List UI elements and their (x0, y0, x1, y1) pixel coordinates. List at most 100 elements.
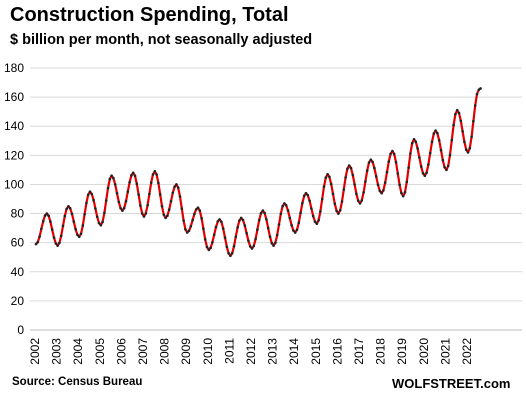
data-point (155, 173, 158, 176)
data-point (324, 176, 328, 179)
data-point (346, 167, 349, 170)
data-point (277, 223, 281, 226)
data-point (243, 224, 247, 227)
data-point (232, 245, 236, 248)
data-point (445, 168, 448, 172)
data-point (268, 235, 272, 239)
data-point (443, 166, 446, 169)
data-point (76, 233, 79, 237)
data-point (454, 112, 457, 116)
data-point (58, 241, 61, 245)
data-point (167, 208, 171, 211)
data-point (315, 222, 319, 225)
data-point (374, 175, 378, 178)
data-point (338, 209, 342, 212)
data-point (198, 209, 202, 212)
data-point (225, 245, 229, 248)
data-point (36, 240, 40, 244)
data-point (77, 235, 81, 239)
data-point (376, 183, 380, 187)
data-point (227, 252, 230, 255)
data-point (230, 251, 234, 255)
data-point (241, 218, 245, 222)
data-point (337, 212, 340, 215)
data-point (301, 201, 304, 205)
data-point (398, 183, 401, 187)
data-point (329, 182, 333, 186)
data-point (81, 224, 85, 227)
data-point (223, 236, 227, 239)
data-point (221, 227, 225, 230)
x-tick-label: 2016 (330, 338, 344, 365)
data-point (256, 228, 259, 231)
data-point (65, 207, 68, 211)
x-tick-label: 2022 (460, 338, 474, 365)
data-point (52, 236, 56, 239)
data-point (427, 163, 430, 166)
data-point (50, 228, 54, 231)
data-point (189, 225, 193, 228)
data-point (257, 218, 261, 222)
data-point (403, 191, 407, 194)
data-point (171, 191, 175, 195)
data-point (292, 229, 295, 232)
data-point (106, 186, 110, 190)
brand-logo-text: WOLFSTREET.com (392, 376, 511, 391)
x-tick-label: 2005 (93, 338, 107, 365)
data-point (245, 231, 248, 235)
data-point (202, 227, 205, 231)
data-point (124, 199, 128, 203)
data-point (389, 152, 392, 156)
data-point (248, 245, 252, 248)
data-point (265, 218, 268, 221)
data-point (414, 140, 418, 144)
data-point (423, 174, 427, 177)
data-point (272, 244, 275, 247)
data-point (211, 241, 214, 244)
data-point (347, 164, 351, 167)
data-point (306, 193, 310, 197)
data-point (418, 156, 421, 159)
data-point (74, 227, 77, 231)
series-line (35, 87, 482, 257)
data-point (464, 148, 468, 151)
data-point (157, 181, 160, 185)
data-point (158, 193, 162, 196)
data-point (310, 207, 313, 210)
data-point (452, 123, 455, 127)
x-tick-label: 2003 (50, 338, 64, 365)
data-point (441, 158, 445, 162)
data-point (362, 191, 365, 194)
data-point (43, 214, 47, 217)
data-point (61, 224, 65, 228)
data-point (153, 170, 157, 173)
data-point (139, 204, 142, 207)
data-point (236, 226, 239, 229)
y-tick-label: 20 (11, 294, 25, 308)
data-point (299, 211, 302, 215)
data-point (166, 214, 169, 217)
data-point (214, 225, 218, 229)
data-point (263, 211, 266, 215)
data-point (59, 234, 63, 238)
data-point (180, 207, 184, 210)
data-point (326, 173, 329, 176)
data-point (335, 209, 338, 213)
y-tick-label: 160 (4, 90, 24, 104)
data-point (416, 147, 419, 150)
data-point (72, 220, 76, 223)
data-point (103, 211, 106, 215)
data-point (468, 146, 472, 150)
data-point (90, 192, 94, 196)
data-point (68, 207, 72, 210)
data-point (373, 166, 376, 170)
data-point (436, 131, 439, 135)
data-point (56, 244, 59, 247)
data-point (49, 220, 52, 223)
data-point (247, 239, 250, 243)
data-point (128, 181, 131, 184)
data-point (140, 212, 144, 215)
data-point (34, 242, 38, 246)
x-tick-label: 2006 (114, 338, 128, 365)
x-tick-label: 2020 (417, 338, 431, 365)
